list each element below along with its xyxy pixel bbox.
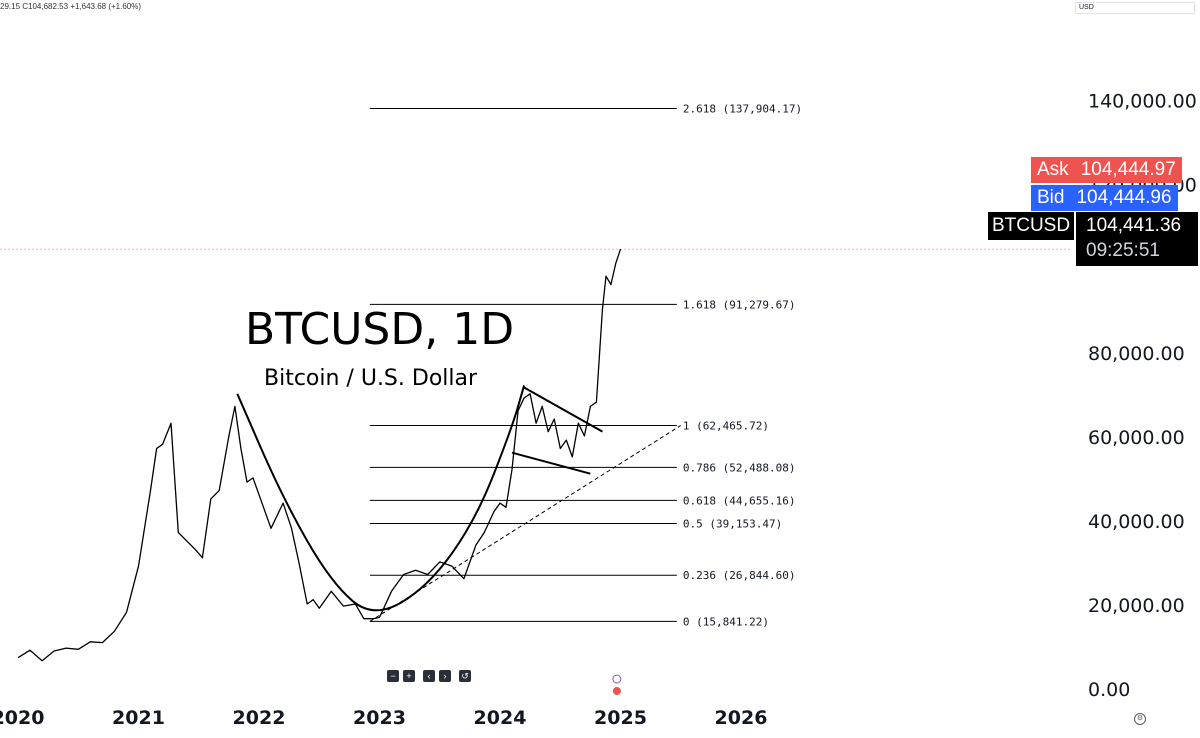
settings-icon[interactable]: ⚙ <box>1134 713 1146 725</box>
y-tick-5: 20,000.00 <box>1088 595 1185 617</box>
zoom-out-button[interactable]: − <box>387 670 399 682</box>
event-marker <box>612 674 622 684</box>
x-tick-2: 2022 <box>233 707 286 729</box>
zoom-in-button[interactable]: + <box>403 670 415 682</box>
us-flag-icon <box>612 687 621 695</box>
x-tick-3: 2023 <box>353 707 406 729</box>
flag-lower-line <box>511 451 591 475</box>
y-tick-2: 80,000.00 <box>1088 343 1185 365</box>
ohlc-legend: 29.15 C104,682.53 +1,643.68 (+1.60%) <box>0 2 141 11</box>
price-box: 104,441.36 09:25:51 <box>1076 212 1198 266</box>
fib-label-2: 1 (62,465.72) <box>683 419 769 432</box>
fib-label-6: 0.236 (26,844.60) <box>683 569 796 582</box>
x-tick-5: 2025 <box>594 707 647 729</box>
fib-label-7: 0 (15,841.22) <box>683 615 769 628</box>
x-tick-4: 2024 <box>474 707 527 729</box>
fib-label-0: 2.618 (137,904.17) <box>683 102 802 115</box>
symbol-price-tag: BTCUSD 104,441.36 09:25:51 <box>988 212 1198 266</box>
y-tick-4: 40,000.00 <box>1088 511 1185 533</box>
y-tick-3: 60,000.00 <box>1088 427 1185 449</box>
bid-label: Bid <box>1031 185 1071 211</box>
price-line <box>17 248 622 662</box>
ask-quote: Ask 104,444.97 <box>1031 157 1182 183</box>
flag-upper-line <box>523 386 603 433</box>
x-tick-6: 2026 <box>715 707 768 729</box>
fib-label-1: 1.618 (91,279.67) <box>683 298 796 311</box>
y-tick-0: 140,000.00 <box>1088 91 1197 113</box>
bid-quote: Bid 104,444.96 <box>1031 185 1178 211</box>
ask-value: 104,444.97 <box>1074 157 1182 183</box>
scroll-right-button[interactable]: › <box>439 670 451 682</box>
reset-chart-button[interactable]: ↺ <box>459 670 471 682</box>
currency-select[interactable]: USD <box>1075 2 1195 14</box>
dashed-trendline <box>369 425 682 622</box>
chart-subtitle: Bitcoin / U.S. Dollar <box>264 366 478 391</box>
symbol-name: BTCUSD <box>988 212 1074 240</box>
fib-label-3: 0.786 (52,488.08) <box>683 461 796 474</box>
bid-value: 104,444.96 <box>1070 185 1178 211</box>
fib-label-4: 0.618 (44,655.16) <box>683 494 796 507</box>
fib-label-5: 0.5 (39,153.47) <box>683 517 782 530</box>
cup-curve <box>236 385 526 612</box>
last-price: 104,441.36 <box>1086 215 1182 236</box>
y-tick-6: 0.00 <box>1088 679 1130 701</box>
ask-label: Ask <box>1031 157 1075 183</box>
bar-countdown: 09:25:51 <box>1086 240 1160 261</box>
x-tick-1: 2021 <box>112 707 165 729</box>
chart-title: BTCUSD, 1D <box>245 304 514 355</box>
scroll-left-button[interactable]: ‹ <box>423 670 435 682</box>
